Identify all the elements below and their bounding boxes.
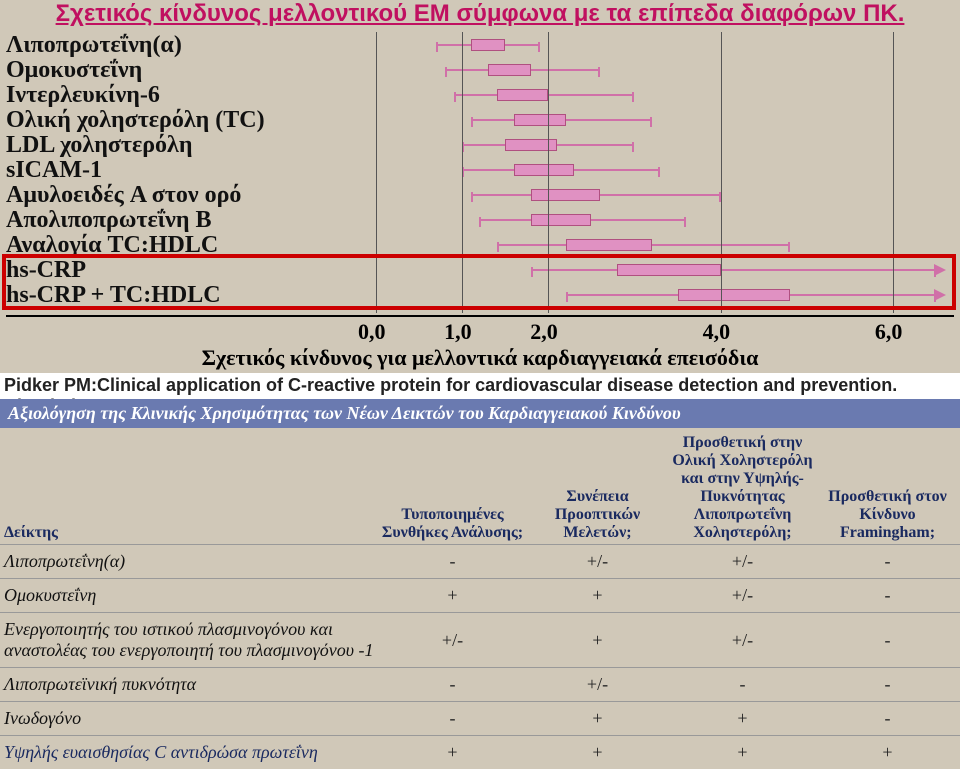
table-cell: - (815, 551, 960, 572)
table-cell: +/- (380, 630, 525, 651)
table-cell: +/- (670, 630, 815, 651)
chart-row-label: Ολική χοληστερόλη (TC) (6, 107, 376, 132)
table-cell: + (670, 708, 815, 729)
table-row: Υψηλής ευαισθησίας C αντιδρώσα πρωτεΐνη+… (0, 735, 960, 769)
chart-row-label: LDL χοληστερόλη (6, 132, 376, 157)
box (514, 114, 566, 126)
box (471, 39, 505, 51)
table-cell: - (380, 674, 525, 695)
evaluation-table: Αξιολόγηση της Κλινικής Χρησιμότητας των… (0, 399, 960, 769)
table-cell: +/- (525, 551, 670, 572)
table-cell: - (380, 708, 525, 729)
table-row: Ενεργοποιητής του ιστικού πλασμινογόνου … (0, 612, 960, 667)
table-row-label: Ομοκυστεΐνη (0, 585, 380, 606)
table-cell: + (525, 742, 670, 763)
x-tick-label: 0,0 (358, 319, 386, 345)
table-cell: + (525, 708, 670, 729)
x-tick-label: 1,0 (444, 319, 472, 345)
table-header: Τυποποιημένες Συνθήκες Ανάλυσης; (380, 506, 525, 542)
table-cell: - (380, 551, 525, 572)
x-axis-line (6, 315, 954, 317)
table-cell: +/- (670, 551, 815, 572)
table-cell: - (815, 585, 960, 606)
table-cell: - (815, 674, 960, 695)
table-row-label: Ενεργοποιητής του ιστικού πλασμινογόνου … (0, 619, 380, 661)
table-cell: + (670, 742, 815, 763)
table-row-label: Λιποπρωτεΐνη(α) (0, 551, 380, 572)
box (566, 239, 652, 251)
table-header-rowlabel: Δείκτης (0, 524, 380, 542)
table-row: Λιποπρωτεϊνική πυκνότητα-+/--- (0, 667, 960, 701)
chart-row-label: Αμυλοειδές A στον ορό (6, 182, 376, 207)
chart-row-label: Ομοκυστεΐνη (6, 57, 376, 82)
x-axis-label: Σχετικός κίνδυνος για μελλοντικά καρδιαγ… (0, 345, 960, 371)
chart-row-label: Απολιποπρωτεΐνη B (6, 207, 376, 232)
table-cell: +/- (525, 674, 670, 695)
box (531, 214, 591, 226)
table-row: Ινωδογόνο-++- (0, 701, 960, 735)
table-header: Συνέπεια Προοπτικών Μελετών; (525, 488, 670, 542)
table-cell: - (815, 630, 960, 651)
box (514, 164, 574, 176)
box (497, 89, 549, 101)
box (531, 189, 600, 201)
table-row: Λιποπρωτεΐνη(α)-+/-+/-- (0, 544, 960, 578)
table-cell: - (815, 708, 960, 729)
highlight-box (2, 254, 956, 310)
table-header: Προσθετική στον Κίνδυνο Framingham; (815, 488, 960, 542)
table-cell: + (380, 585, 525, 606)
x-tick-label: 4,0 (703, 319, 731, 345)
table-cell: + (815, 742, 960, 763)
table-cell: + (380, 742, 525, 763)
table-cell: + (525, 630, 670, 651)
x-tick-label: 6,0 (875, 319, 903, 345)
table-cell: +/- (670, 585, 815, 606)
table-row-label: Λιποπρωτεϊνική πυκνότητα (0, 674, 380, 695)
x-tick-label: 2,0 (530, 319, 558, 345)
table-header: Προσθετική στην Ολική Χοληστερόλη και στ… (670, 434, 815, 542)
chart-row-label: Λιποπρωτεΐνη(α) (6, 32, 376, 57)
x-axis-ticks: 0,01,02,04,06,0 (376, 319, 956, 345)
table-row: Ομοκυστεΐνη+++/-- (0, 578, 960, 612)
page-title: Σχετικός κίνδυνος μελλοντικού ΕΜ σύμφωνα… (0, 0, 960, 28)
table-cell: - (670, 674, 815, 695)
table-cell: + (525, 585, 670, 606)
table-title: Αξιολόγηση της Κλινικής Χρησιμότητας των… (0, 399, 960, 428)
chart-row-label: Ιντερλευκίνη-6 (6, 82, 376, 107)
table-row-label: Υψηλής ευαισθησίας C αντιδρώσα πρωτεΐνη (0, 742, 380, 763)
table-row-label: Ινωδογόνο (0, 708, 380, 729)
chart-row-label: sICAM-1 (6, 157, 376, 182)
box (488, 64, 531, 76)
